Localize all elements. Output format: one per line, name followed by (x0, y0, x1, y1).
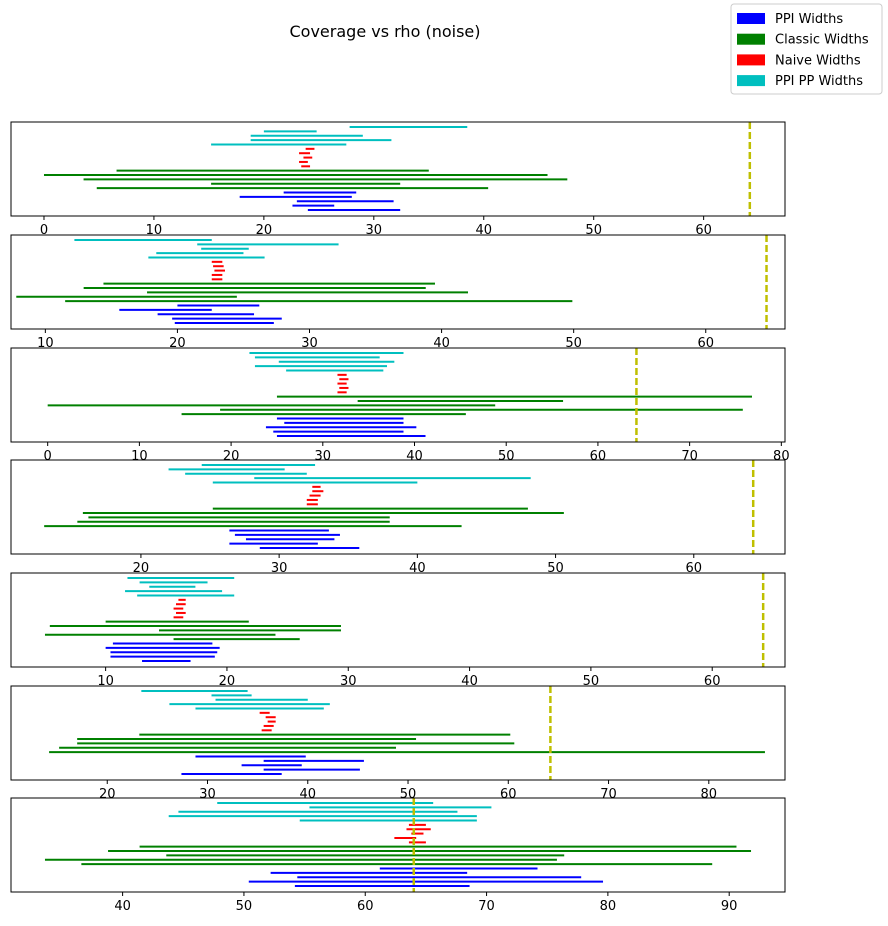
x-tick-label: 30 (301, 336, 318, 351)
x-tick-label: 20 (219, 674, 236, 689)
x-tick-label: 40 (461, 674, 478, 689)
legend-swatch (737, 75, 765, 87)
x-tick-label: 0 (44, 449, 52, 464)
x-tick-label: 20 (223, 449, 240, 464)
x-tick-label: 60 (704, 674, 721, 689)
x-tick-label: 10 (146, 223, 163, 238)
x-tick-label: 70 (600, 787, 617, 802)
x-tick-label: 40 (114, 899, 131, 914)
x-tick-label: 0 (40, 223, 48, 238)
x-tick-label: 30 (340, 674, 357, 689)
x-tick-label: 90 (721, 899, 738, 914)
x-tick-label: 60 (686, 561, 703, 576)
legend-label: PPI PP Widths (775, 74, 863, 89)
x-tick-label: 20 (99, 787, 116, 802)
chart-panel: 0 10 20 30 40 50 60 (10, 121, 786, 238)
x-tick-label: 80 (600, 899, 617, 914)
x-tick-label: 40 (299, 787, 316, 802)
chart-title: Coverage vs rho (noise) (290, 22, 481, 41)
x-tick-label: 20 (133, 561, 150, 576)
chart-panels: 0 10 20 30 40 50 60 10 20 30 40 50 60 0 10 20 30 40 50 60 70… (10, 121, 790, 914)
chart-panel: 0 10 20 30 40 50 60 70 80 (10, 347, 790, 464)
x-tick-label: 70 (681, 449, 698, 464)
x-tick-label: 50 (585, 223, 602, 238)
x-tick-label: 30 (271, 561, 288, 576)
x-tick-label: 80 (773, 449, 790, 464)
chart-panel: 10 20 30 40 50 60 (10, 234, 786, 351)
x-tick-label: 40 (475, 223, 492, 238)
x-tick-label: 40 (433, 336, 450, 351)
legend-swatch (737, 54, 765, 66)
x-tick-label: 50 (583, 674, 600, 689)
axes-frame (10, 459, 786, 555)
x-tick-label: 50 (547, 561, 564, 576)
legend-swatch (737, 33, 765, 45)
x-tick-label: 30 (366, 223, 383, 238)
x-tick-label: 50 (236, 899, 253, 914)
axes-frame (10, 797, 786, 893)
axes-frame (10, 685, 786, 781)
x-tick-label: 10 (37, 336, 54, 351)
x-tick-label: 10 (131, 449, 148, 464)
x-tick-label: 70 (478, 899, 495, 914)
axes-frame (10, 572, 786, 668)
x-tick-label: 40 (406, 449, 423, 464)
x-tick-label: 50 (498, 449, 515, 464)
chart-panel: 20 30 40 50 60 70 80 (10, 685, 786, 802)
x-tick-label: 20 (169, 336, 186, 351)
legend: PPI Widths Classic Widths Naive Widths PPI … (730, 3, 883, 95)
legend-box (730, 3, 883, 95)
legend-label: PPI Widths (775, 12, 843, 27)
x-tick-label: 80 (701, 787, 718, 802)
legend-label: Classic Widths (775, 33, 869, 48)
legend-swatch (737, 13, 765, 24)
x-tick-label: 20 (256, 223, 273, 238)
x-tick-label: 60 (695, 223, 712, 238)
x-tick-label: 10 (97, 674, 114, 689)
x-tick-label: 60 (500, 787, 517, 802)
x-tick-label: 60 (357, 899, 374, 914)
chart-panel: 40 50 60 70 80 90 (10, 797, 786, 914)
x-tick-label: 40 (409, 561, 426, 576)
chart-panel: 20 30 40 50 60 (10, 459, 786, 576)
x-tick-label: 30 (199, 787, 216, 802)
axes-frame (10, 347, 786, 443)
x-tick-label: 60 (697, 336, 714, 351)
legend-label: Naive Widths (775, 53, 861, 68)
axes-frame (10, 121, 786, 217)
x-tick-label: 30 (315, 449, 332, 464)
axes-frame (10, 234, 786, 330)
x-tick-label: 60 (590, 449, 607, 464)
chart-panel: 10 20 30 40 50 60 (10, 572, 786, 689)
x-tick-label: 50 (565, 336, 582, 351)
